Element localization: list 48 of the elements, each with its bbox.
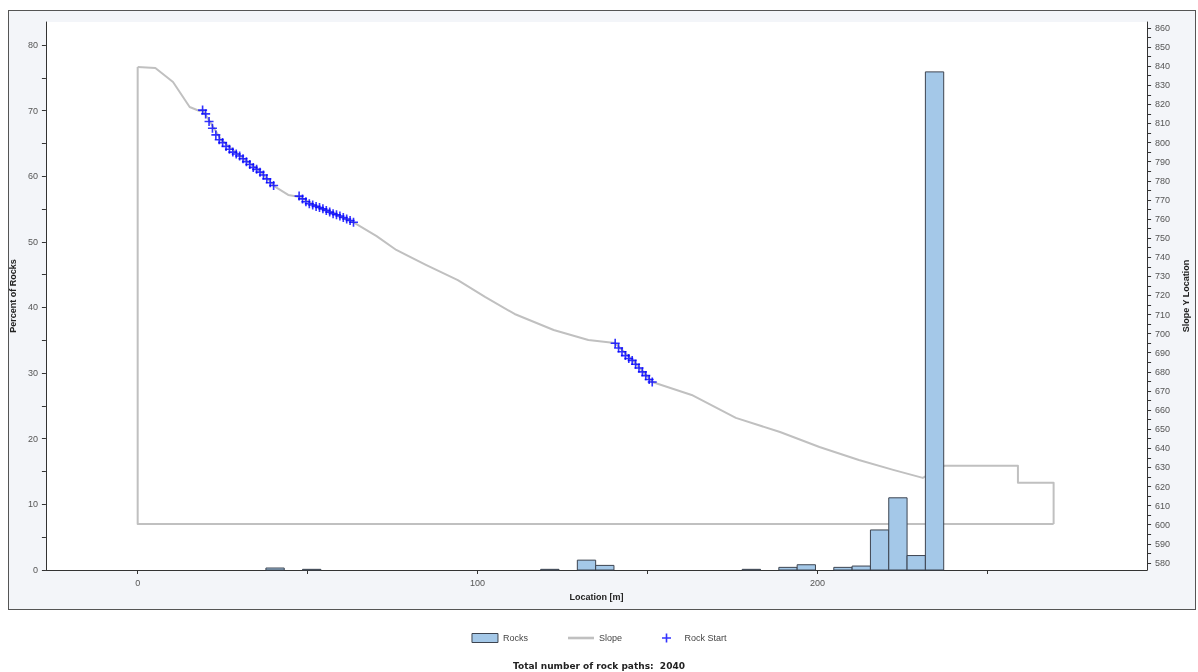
x-tick-label: 200 (809, 577, 825, 588)
y2-tick-label: 650 (1155, 424, 1171, 435)
y2-tick-label: 790 (1155, 156, 1171, 167)
y2-tick-label: 610 (1155, 500, 1171, 511)
y-tick-label: 10 (27, 499, 38, 510)
y2-tick-label: 740 (1155, 252, 1171, 263)
y2-tick-label: 690 (1155, 347, 1171, 358)
y2-tick-label: 720 (1155, 290, 1171, 301)
y-tick-label: 50 (27, 236, 38, 247)
x-tick-label: 0 (135, 577, 141, 588)
y-tick-label: 80 (27, 39, 38, 50)
text: Total number of rock paths: 2040 (513, 660, 685, 671)
x-axis-title: Location [m] (569, 591, 624, 602)
y2-tick-label: 730 (1155, 271, 1171, 282)
y2-tick-label: 660 (1155, 405, 1171, 416)
y2-tick-label: 680 (1155, 366, 1171, 377)
y2-tick-label: 630 (1155, 462, 1171, 473)
legend-label: Slope (598, 633, 623, 643)
y2-axis-title: Slope Y Location (1180, 259, 1191, 333)
y2-tick-label: 700 (1155, 328, 1171, 339)
y-tick-label: 30 (27, 368, 38, 379)
y2-tick-label: 770 (1155, 194, 1171, 205)
y2-tick-label: 670 (1155, 385, 1171, 396)
y2-tick-label: 850 (1155, 42, 1171, 53)
y2-tick-label: 600 (1155, 519, 1171, 530)
y2-tick-label: 840 (1155, 61, 1171, 72)
y-tick-label: 20 (27, 433, 38, 444)
y2-tick-label: 830 (1155, 80, 1171, 91)
y2-tick-label: 810 (1155, 118, 1171, 129)
y2-tick-label: 750 (1155, 233, 1171, 244)
y-tick-label: 60 (27, 171, 38, 182)
y-tick-label: 0 (32, 565, 38, 575)
y2-tick-label: 800 (1155, 137, 1171, 148)
y-tick-label: 40 (27, 302, 38, 313)
y2-tick-label: 710 (1155, 309, 1171, 320)
y-tick-label: 70 (27, 105, 38, 116)
y2-tick-label: 780 (1155, 175, 1171, 186)
y2-tick-label: 580 (1155, 557, 1171, 568)
y2-tick-label: 640 (1155, 443, 1171, 454)
legend-label: Rock Start (684, 633, 728, 643)
y2-tick-label: 820 (1155, 99, 1171, 110)
y2-tick-label: 620 (1155, 481, 1171, 492)
y2-tick-label: 590 (1155, 538, 1171, 549)
legend-label: Rocks (502, 633, 529, 643)
y-axis-title: Percent of Rocks (7, 259, 18, 333)
x-tick-label: 100 (470, 577, 486, 588)
y2-tick-label: 860 (1155, 22, 1171, 33)
y2-tick-label: 760 (1155, 214, 1171, 224)
